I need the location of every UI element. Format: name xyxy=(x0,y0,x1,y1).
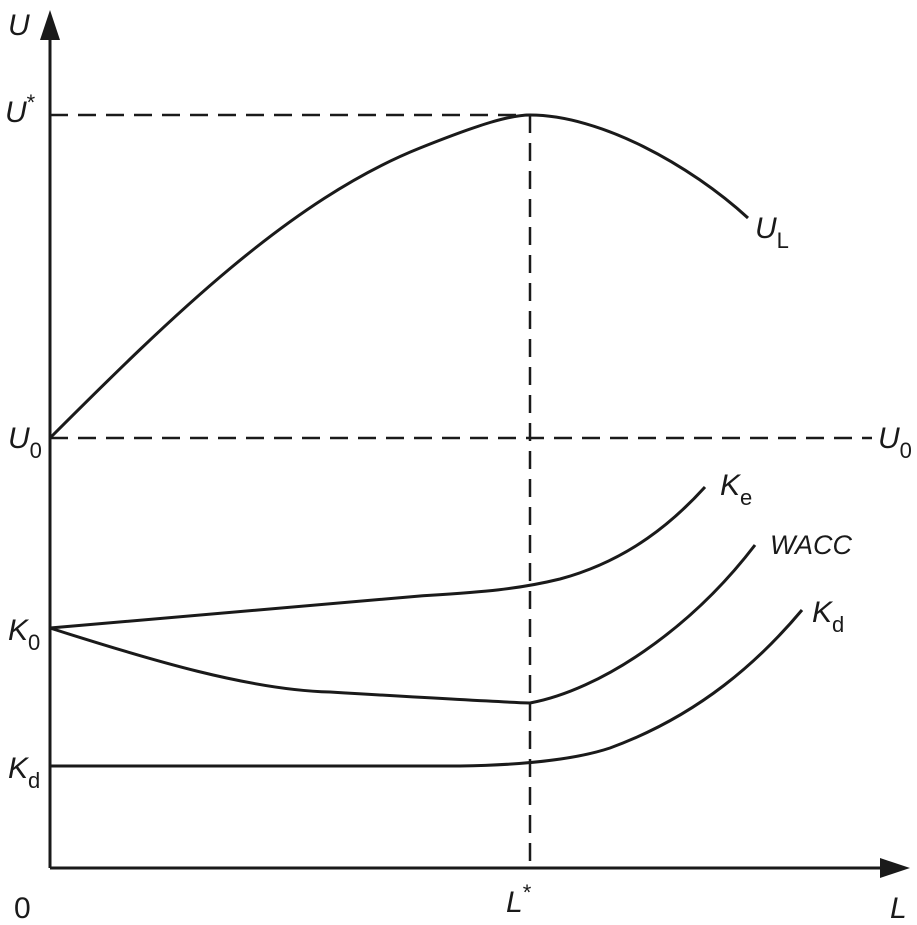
ke-curve xyxy=(49,485,707,630)
label-main: U xyxy=(878,422,900,455)
kd-curve-label: Kd xyxy=(812,596,844,637)
l-star-label: L* xyxy=(506,880,532,919)
ul-curve xyxy=(48,113,750,440)
label-sub: e xyxy=(740,485,752,510)
ul-label: UL xyxy=(755,212,789,253)
label-main: U xyxy=(755,212,777,245)
label-main: K xyxy=(720,469,742,502)
label-sub: 0 xyxy=(900,438,912,463)
wacc-label: WACC xyxy=(770,530,853,560)
label-main: K xyxy=(8,614,30,647)
label-sub: 0 xyxy=(28,630,40,655)
label-main: K xyxy=(8,752,30,785)
u0-left-label: U0 xyxy=(8,422,42,463)
label-sub: L xyxy=(777,228,789,253)
label-sub: d xyxy=(832,612,844,637)
origin-label: 0 xyxy=(14,892,31,925)
label-main: K xyxy=(812,596,834,629)
label-main: L xyxy=(506,886,523,919)
label-sub: d xyxy=(28,768,40,793)
u-star-label: U* xyxy=(5,90,36,129)
ke-label: Ke xyxy=(720,469,752,510)
x-axis-label: L xyxy=(890,892,907,925)
y-axis-arrow xyxy=(40,10,60,40)
wacc-curve xyxy=(49,544,757,705)
kd-left-label: Kd xyxy=(8,752,40,793)
u0-right-label: U0 xyxy=(878,422,912,463)
kd-curve xyxy=(50,609,804,768)
label-main: U xyxy=(5,96,27,129)
k0-label: K0 xyxy=(8,614,40,655)
label-main: U xyxy=(8,422,30,455)
label-sup: * xyxy=(27,90,36,115)
label-sub: 0 xyxy=(30,438,42,463)
x-axis-arrow xyxy=(880,858,910,878)
y-axis-label: U xyxy=(8,9,30,42)
label-sup: * xyxy=(523,880,532,905)
